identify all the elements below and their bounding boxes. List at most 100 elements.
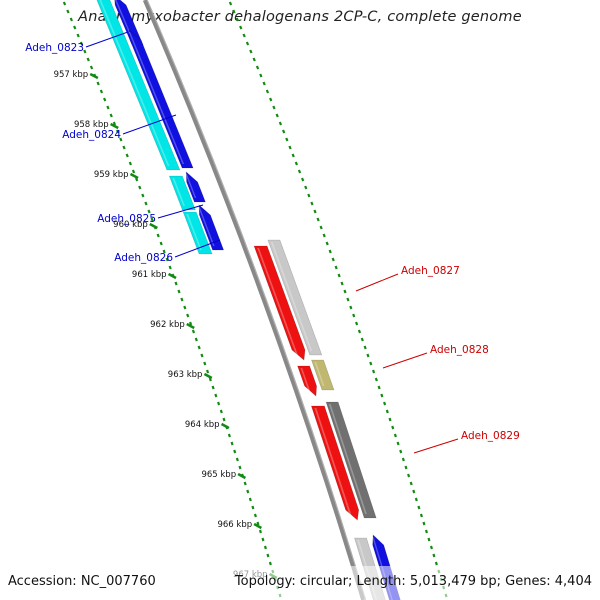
inner-dot	[230, 441, 234, 446]
cds-adeh-0823-shine	[99, 0, 170, 166]
outer-dot	[340, 281, 344, 286]
inner-dot	[248, 497, 252, 502]
inner-dot	[141, 193, 145, 198]
outer-dot	[301, 177, 305, 182]
kbp-tick-label: 966 kbp	[217, 520, 252, 530]
cds-adeh-0826-shine	[186, 214, 202, 250]
outer-dot	[412, 489, 416, 494]
kbp-tick-label: 963 kbp	[168, 370, 203, 380]
gene-label-adeh_0826: Adeh_0826	[114, 252, 173, 264]
inner-dot	[200, 353, 204, 358]
outer-dot	[432, 553, 436, 558]
leader-adeh_0829	[413, 438, 459, 454]
gene-adeh-0828-arrow-shine	[300, 368, 311, 392]
outer-dot	[328, 249, 332, 254]
leader-adeh_0825	[157, 204, 204, 219]
inner-dot	[128, 161, 132, 166]
outer-dot	[334, 265, 338, 270]
inner-dot	[96, 81, 100, 86]
inner-dot	[194, 337, 198, 342]
kbp-tick-mark	[149, 222, 158, 230]
leader-adeh_0823	[85, 31, 129, 48]
inner-dot	[206, 369, 210, 374]
outer-dot	[424, 529, 428, 534]
gene-adeh-0825-arrow-shine	[185, 174, 197, 198]
cds-adeh-0828-shine	[314, 362, 325, 386]
cds-adeh-0827-shine	[270, 242, 313, 351]
outer-dot	[369, 361, 373, 366]
inner-dot	[258, 529, 262, 534]
inner-dot	[69, 17, 73, 22]
outer-dot	[278, 121, 283, 126]
outer-dot	[434, 561, 438, 566]
backbone-line	[142, 0, 366, 600]
outer-dot	[313, 209, 317, 214]
kbp-tick-mark	[167, 272, 177, 280]
inner-dot	[174, 281, 178, 286]
cds-adeh-0825	[168, 175, 196, 211]
kbp-tick-mark	[110, 122, 119, 130]
outer-dot	[259, 73, 263, 78]
footer-fade	[0, 566, 600, 600]
inner-dot	[162, 249, 166, 254]
kbp-tick-label: 962 kbp	[150, 320, 185, 330]
outer-dot	[377, 385, 381, 390]
outer-dot	[357, 329, 362, 334]
outer-dot	[355, 321, 359, 326]
inner-dot	[168, 265, 172, 270]
outer-dot	[291, 153, 295, 158]
inner-dot	[76, 33, 80, 38]
cds-adeh-0829	[325, 401, 377, 519]
inner-dot	[73, 25, 77, 30]
inner-dot	[122, 145, 126, 150]
inner-dot	[165, 257, 169, 262]
outer-dot	[269, 97, 273, 102]
accession-text: Accession: NC_007760	[8, 574, 156, 589]
inner-dot	[191, 329, 196, 334]
kbp-tick-mark	[203, 372, 213, 380]
gene-adeh-0826-arrow	[198, 204, 225, 251]
map-title: Anaeromyxobacter dehalogenans 2CP-C, com…	[78, 9, 522, 25]
inner-dot	[186, 313, 190, 318]
outer-dot	[363, 345, 367, 350]
inner-dot	[197, 345, 201, 350]
gene-adeh-0823-arrow-shine	[114, 0, 134, 41]
inner-dot	[131, 169, 136, 174]
inner-dot	[227, 433, 231, 438]
inner-dot	[106, 105, 110, 110]
inner-dot	[217, 401, 221, 406]
inner-dot	[208, 377, 212, 382]
label-leaders	[85, 31, 459, 454]
outer-dot	[360, 337, 364, 342]
gene-adeh-0827-arrow-shine	[257, 248, 299, 356]
outer-dot	[393, 433, 397, 438]
outer-dot	[343, 289, 347, 294]
outer-dot	[272, 105, 276, 110]
outer-dot	[396, 441, 400, 446]
gene-label-adeh_0824: Adeh_0824	[62, 129, 121, 141]
outer-dot	[245, 41, 250, 46]
inner-dot	[119, 137, 123, 142]
inner-dot	[243, 481, 247, 486]
kbp-tick-label: 965 kbp	[201, 470, 236, 480]
outer-dot	[407, 473, 411, 478]
kbp-tick-label: 959 kbp	[94, 170, 129, 180]
inner-dot	[159, 241, 163, 246]
outer-dot	[249, 49, 253, 54]
outer-dot	[242, 33, 246, 38]
kbp-tick-label: 961 kbp	[132, 270, 167, 280]
backbone-highlight	[146, 0, 367, 600]
outer-dot	[401, 457, 405, 462]
inner-dot	[99, 89, 104, 94]
outer-dot	[316, 217, 320, 222]
gene-adeh-0825-arrow	[185, 171, 206, 203]
gene-adeh-0828-arrow	[297, 365, 317, 397]
inner-dot	[83, 49, 87, 54]
inner-dot	[238, 465, 242, 470]
outer-dot	[409, 481, 413, 486]
kbp-tick-mark	[186, 322, 195, 330]
inner-dot	[222, 417, 226, 422]
gene-adeh-0829-arrow	[310, 405, 360, 521]
outer-dot	[399, 449, 403, 454]
kbp-tick-mark	[253, 522, 263, 530]
